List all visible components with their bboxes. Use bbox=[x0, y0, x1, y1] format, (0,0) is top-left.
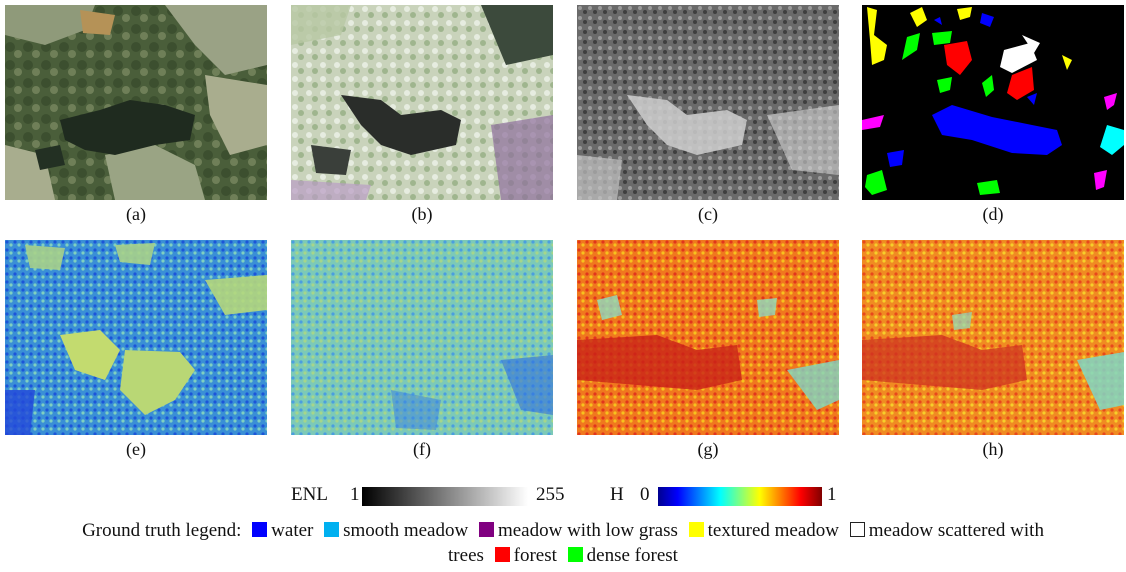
panel-b-pauli-image bbox=[291, 5, 553, 200]
legend-swatch-meadow-low-grass bbox=[478, 522, 494, 537]
panel-a-optical-image bbox=[5, 5, 267, 200]
panel-g-entropy-map bbox=[577, 240, 839, 435]
enl-colorbar-name: ENL bbox=[291, 484, 328, 505]
h-colorbar bbox=[658, 487, 822, 506]
enl-colorbar-max: 255 bbox=[536, 484, 565, 505]
h-colorbar-name: H bbox=[610, 484, 624, 505]
h-colorbar-max: 1 bbox=[827, 484, 837, 505]
legend-swatch-meadow-scattered-trees bbox=[849, 522, 865, 537]
enl-colorbar bbox=[362, 487, 528, 506]
caption-d: (d) bbox=[982, 204, 1004, 224]
caption-b: (b) bbox=[411, 204, 433, 224]
legend-label-smooth-meadow: smooth meadow bbox=[343, 520, 469, 541]
panel-d-ground-truth bbox=[862, 5, 1124, 200]
colorbar-row: ENL 1 255 H 0 1 bbox=[0, 484, 1126, 508]
legend-label-trees-continuation: trees bbox=[448, 545, 484, 566]
legend-swatch-water bbox=[252, 522, 268, 537]
legend-label-water: water bbox=[271, 520, 314, 541]
ground-truth-legend: Ground truth legend: water smooth meadow… bbox=[0, 518, 1126, 568]
legend-label-forest: forest bbox=[513, 545, 557, 566]
legend-label-dense-forest: dense forest bbox=[586, 545, 678, 566]
enl-colorbar-min: 1 bbox=[350, 484, 360, 505]
caption-e: (e) bbox=[126, 439, 146, 459]
h-colorbar-min: 0 bbox=[640, 484, 650, 505]
legend-swatch-dense-forest bbox=[567, 547, 583, 562]
panel-c-gray-image bbox=[577, 5, 839, 200]
legend-label-textured-meadow: textured meadow bbox=[707, 520, 840, 541]
panel-f-enl-map bbox=[291, 240, 553, 435]
caption-g: (g) bbox=[697, 439, 719, 459]
caption-c: (c) bbox=[698, 204, 718, 224]
panel-h-entropy-map bbox=[862, 240, 1124, 435]
panel-e-enl-map bbox=[5, 240, 267, 435]
legend-label-meadow-low-grass: meadow with low grass bbox=[497, 520, 678, 541]
legend-label-meadow-scattered-trees: meadow scattered with bbox=[868, 520, 1044, 541]
legend-swatch-textured-meadow bbox=[688, 522, 704, 537]
legend-swatch-forest bbox=[494, 547, 510, 562]
legend-prefix: Ground truth legend: bbox=[82, 520, 242, 541]
caption-h: (h) bbox=[982, 439, 1004, 459]
caption-f: (f) bbox=[413, 439, 431, 459]
caption-a: (a) bbox=[126, 204, 146, 224]
legend-swatch-smooth-meadow bbox=[324, 522, 340, 537]
